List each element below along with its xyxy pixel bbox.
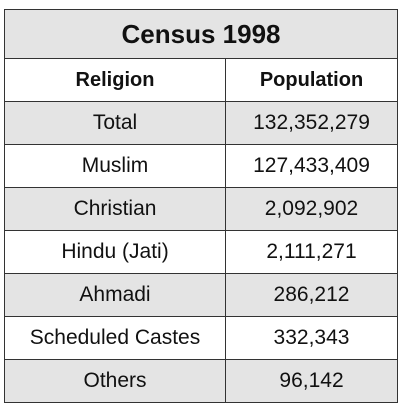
table-row-christian: Christian 2,092,902 [4,187,399,231]
population-cell: 332,343 [224,316,399,360]
religion-cell: Scheduled Castes [4,316,226,360]
table-row-hindu: Hindu (Jati) 2,111,271 [4,230,399,274]
table-row-total: Total 132,352,279 [4,101,399,145]
religion-cell: Christian [4,187,226,231]
population-cell: 286,212 [224,273,399,317]
population-cell: 132,352,279 [224,101,399,145]
header-row: Religion Population [4,58,399,102]
population-cell: 2,092,902 [224,187,399,231]
table-row-others: Others 96,142 [4,359,399,403]
title-row: Census 1998 [3,9,399,59]
religion-cell: Total [4,101,226,145]
religion-cell: Ahmadi [4,273,226,317]
table-row-muslim: Muslim 127,433,409 [4,144,399,188]
population-cell: 2,111,271 [224,230,399,274]
census-table: Census 1998 Religion Population Total 13… [3,9,399,403]
population-cell: 96,142 [224,359,399,403]
table-title: Census 1998 [3,9,399,59]
religion-cell: Hindu (Jati) [4,230,226,274]
column-header-population: Population [224,58,399,102]
table-row-ahmadi: Ahmadi 286,212 [4,273,399,317]
religion-cell: Others [4,359,226,403]
religion-cell: Muslim [4,144,226,188]
column-header-religion: Religion [4,58,226,102]
table-row-scheduled-castes: Scheduled Castes 332,343 [4,316,399,360]
population-cell: 127,433,409 [224,144,399,188]
